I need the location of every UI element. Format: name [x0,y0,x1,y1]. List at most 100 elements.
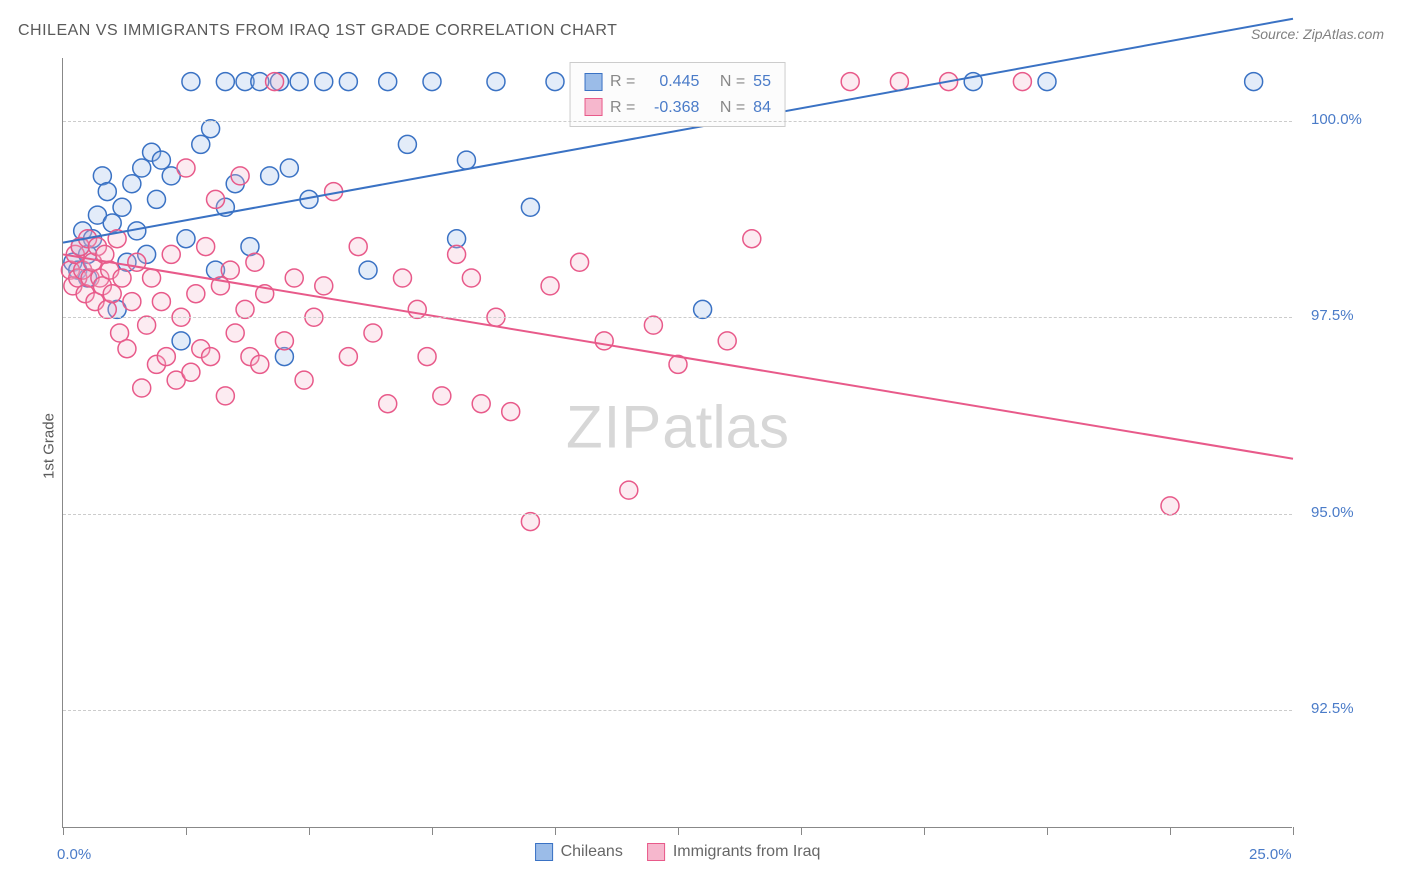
y-axis-label: 1st Grade [40,413,57,479]
scatter-point [472,395,490,413]
scatter-point [261,167,279,185]
r-value-chileans: 0.445 [643,69,699,95]
scatter-point [315,73,333,91]
y-tick-label: 100.0% [1311,111,1362,128]
x-tick [63,827,64,835]
x-tick [309,827,310,835]
scatter-point [841,73,859,91]
scatter-point [266,73,284,91]
y-tick-label: 92.5% [1311,700,1354,717]
scatter-point [521,198,539,216]
source-attribution: Source: ZipAtlas.com [1251,26,1384,42]
scatter-point [285,269,303,287]
scatter-point [418,348,436,366]
scatter-point [541,277,559,295]
legend-label-chileans: Chileans [561,843,623,861]
legend-label-iraq: Immigrants from Iraq [673,843,821,861]
scatter-point [216,73,234,91]
scatter-point [216,387,234,405]
scatter-point [221,261,239,279]
scatter-point [143,269,161,287]
scatter-point [457,151,475,169]
scatter-point [546,73,564,91]
scatter-point [202,348,220,366]
r-value-iraq: -0.368 [643,95,699,121]
scatter-point [113,198,131,216]
scatter-point [521,513,539,531]
gridline [63,710,1292,711]
scatter-point [226,324,244,342]
scatter-point [290,73,308,91]
scatter-point [433,387,451,405]
scatter-point [113,269,131,287]
scatter-point [133,159,151,177]
scatter-point [359,261,377,279]
n-value-iraq: 84 [753,95,771,121]
scatter-point [1013,73,1031,91]
x-tick [678,827,679,835]
x-tick-label: 25.0% [1249,846,1292,863]
scatter-point [152,151,170,169]
chart-title: CHILEAN VS IMMIGRANTS FROM IRAQ 1ST GRAD… [18,22,617,40]
scatter-point [398,135,416,153]
legend-swatch-iraq-bottom [647,843,665,861]
scatter-point [423,73,441,91]
scatter-point [182,73,200,91]
x-tick [1170,827,1171,835]
legend-swatch-iraq [584,98,602,116]
scatter-point [364,324,382,342]
legend-swatch-chileans [584,73,602,91]
scatter-point [349,238,367,256]
scatter-point [177,230,195,248]
scatter-point [133,379,151,397]
scatter-point [718,332,736,350]
y-tick-label: 97.5% [1311,307,1354,324]
scatter-point [620,481,638,499]
scatter-point [147,190,165,208]
scatter-point [315,277,333,295]
scatter-point [280,159,298,177]
series-legend: Chileans Immigrants from Iraq [535,843,821,861]
scatter-point [1245,73,1263,91]
trend-line [63,19,1293,243]
scatter-point [152,293,170,311]
legend-swatch-chileans-bottom [535,843,553,861]
plot-area: ZIPatlas R = 0.445 N = 55 R = -0.368 N =… [62,58,1292,828]
scatter-point [162,245,180,263]
scatter-point [1161,497,1179,515]
scatter-point [103,285,121,303]
scatter-point [246,253,264,271]
x-tick [924,827,925,835]
scatter-point [743,230,761,248]
scatter-point [408,300,426,318]
scatter-point [157,348,175,366]
scatter-point [644,316,662,334]
gridline [63,317,1292,318]
scatter-point [890,73,908,91]
scatter-point [487,73,505,91]
scatter-point [571,253,589,271]
scatter-point [123,175,141,193]
x-tick [1293,827,1294,835]
scatter-point [595,332,613,350]
scatter-point [192,135,210,153]
scatter-point [275,332,293,350]
scatter-point [98,183,116,201]
scatter-point [379,73,397,91]
scatter-point [138,316,156,334]
scatter-point [182,363,200,381]
x-tick [555,827,556,835]
x-tick [801,827,802,835]
stats-legend: R = 0.445 N = 55 R = -0.368 N = 84 [569,62,786,127]
scatter-point [1038,73,1056,91]
scatter-point [251,355,269,373]
scatter-point [379,395,397,413]
scatter-point [197,238,215,256]
gridline [63,121,1292,122]
x-tick [432,827,433,835]
gridline [63,514,1292,515]
n-value-chileans: 55 [753,69,771,95]
scatter-point [448,245,466,263]
scatter-point [339,348,357,366]
scatter-point [123,293,141,311]
